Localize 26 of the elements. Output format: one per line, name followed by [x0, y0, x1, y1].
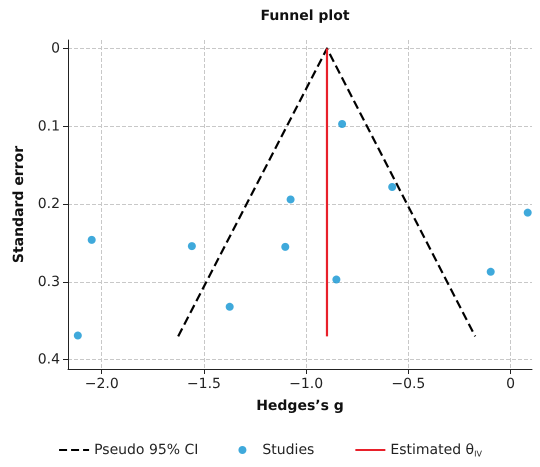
y-tick-label: 0.2: [38, 196, 60, 212]
chart-title: Funnel plot: [260, 8, 350, 24]
legend-label: Studies: [262, 442, 314, 458]
x-axis-title: Hedges’s g: [256, 398, 344, 414]
point: [226, 302, 234, 311]
point: [188, 242, 196, 250]
x-tick-label: −0.5: [391, 376, 426, 392]
y-tick-label: 0.1: [38, 118, 60, 134]
point: [524, 208, 532, 217]
y-tick-label: 0.3: [38, 274, 60, 290]
legend-label: Pseudo 95% CI: [94, 442, 198, 458]
x-tick-label: −1.0: [289, 376, 324, 392]
point: [388, 183, 396, 191]
point: [332, 276, 340, 284]
y-tick-label: 0: [51, 40, 60, 57]
point: [88, 236, 96, 244]
x-tick-label: 0: [506, 376, 515, 392]
point: [74, 332, 82, 340]
y-axis-title: Standard error: [11, 146, 27, 264]
point: [281, 242, 290, 251]
y-tick-label: 0.4: [38, 352, 60, 368]
x-tick-label: −1.5: [186, 376, 221, 392]
x-tick-label: −2.0: [84, 376, 119, 392]
point: [286, 195, 295, 204]
point: [338, 120, 346, 128]
point: [486, 268, 495, 276]
